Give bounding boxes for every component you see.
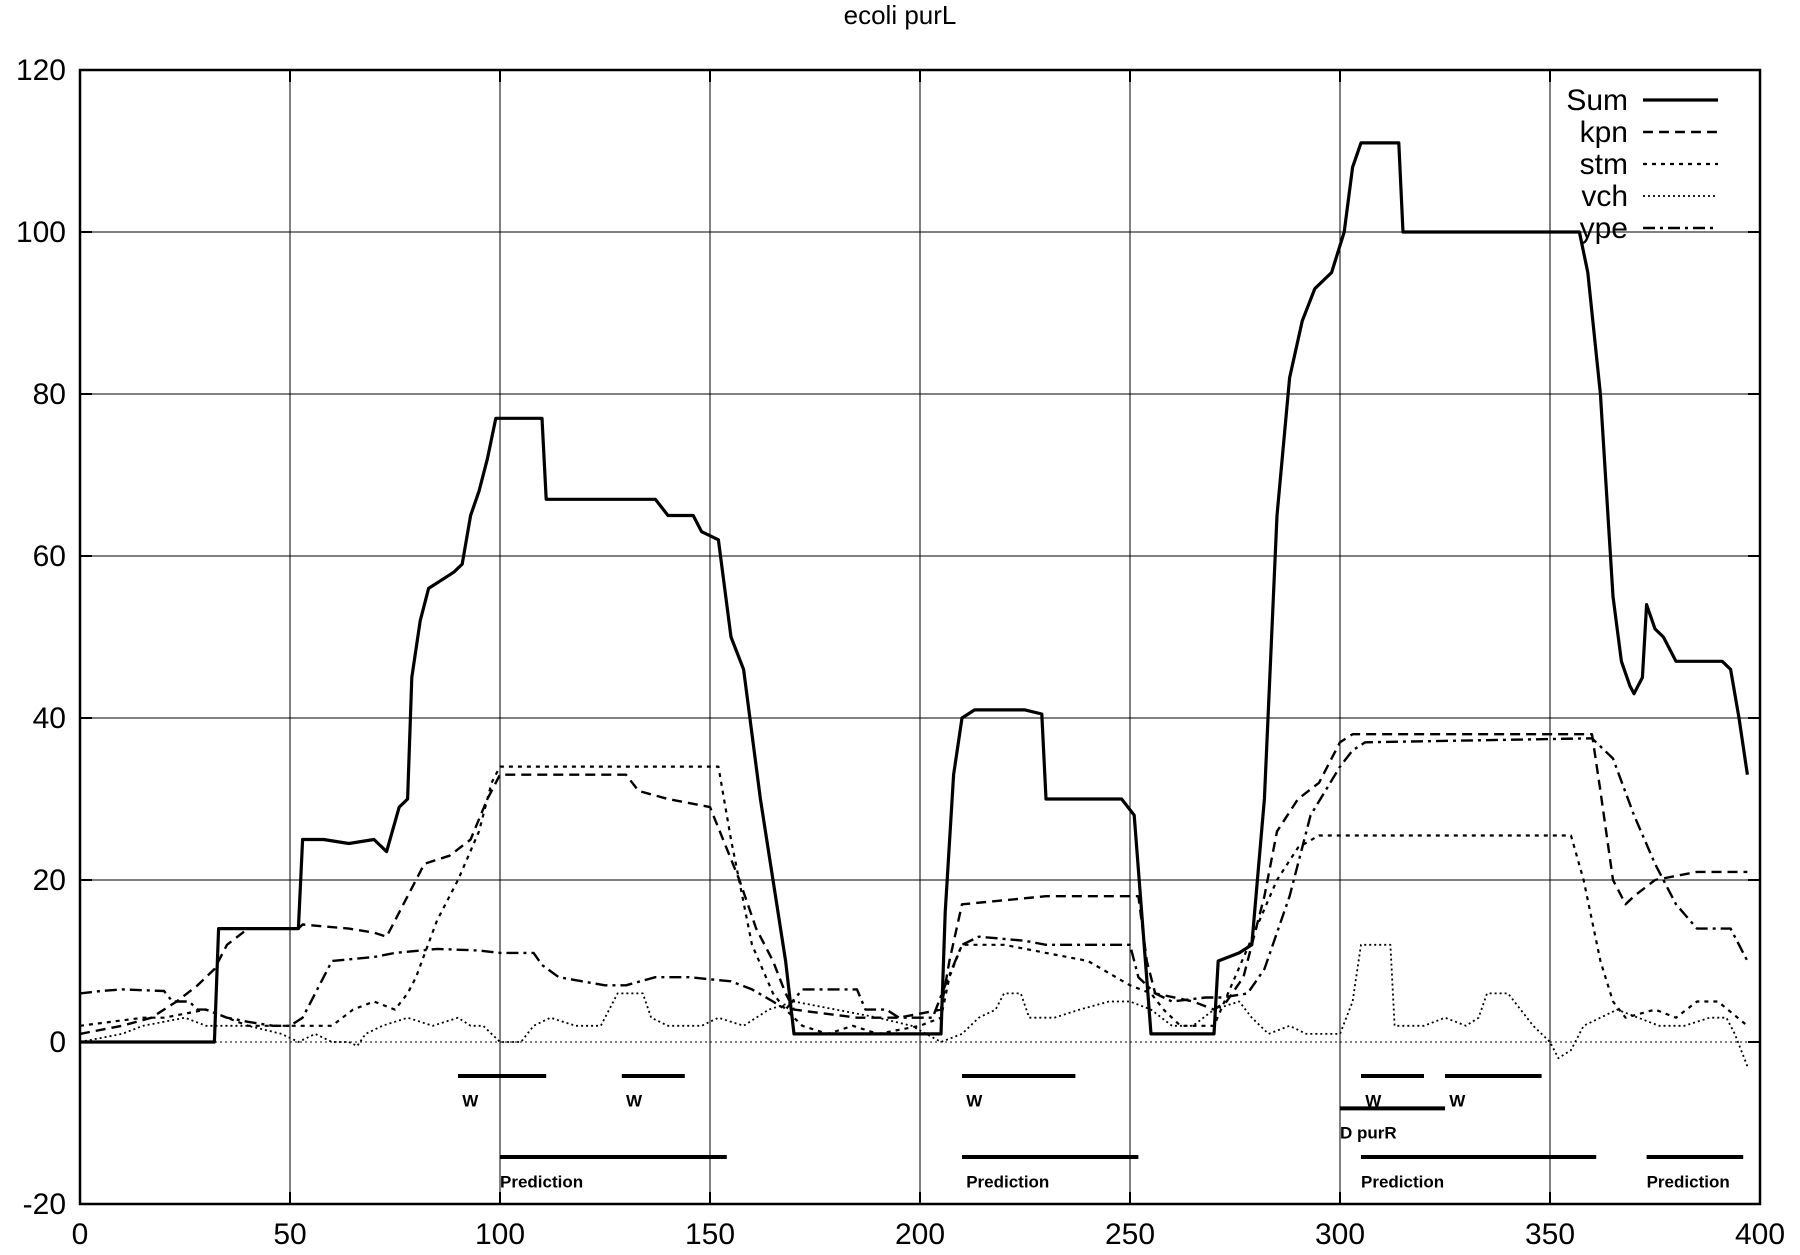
annotation-label: D purR — [1340, 1124, 1397, 1143]
annotation-label: W — [1449, 1091, 1466, 1110]
annotations: W W W W W D purR Prediction Prediction Predictio… — [458, 1074, 1744, 1191]
x-tick-label: 0 — [72, 1218, 89, 1251]
series-lines — [79, 141, 1749, 1067]
series-line-ype — [79, 737, 1749, 1027]
y-tick-label: 80 — [33, 378, 66, 411]
annotation-label: Prediction — [500, 1172, 583, 1191]
y-tick-label: 120 — [16, 54, 66, 87]
legend-label: stm — [1580, 148, 1628, 181]
annotation-label: W — [966, 1091, 983, 1110]
grid — [79, 69, 1761, 1205]
legend-label: ype — [1580, 212, 1628, 245]
x-tick-label: 300 — [1315, 1218, 1365, 1251]
series-line-stm — [79, 765, 1749, 1035]
legend-label: vch — [1581, 180, 1628, 213]
series-line-kpn — [79, 733, 1748, 1036]
annotation-label: Prediction — [966, 1172, 1049, 1191]
tick-labels: 0 50 100 150 200 250 300 350 400-200204060801001… — [16, 54, 1785, 1251]
annotation-label: W — [626, 1091, 643, 1110]
y-tick-label: 20 — [33, 864, 66, 897]
legend-label: Sum — [1566, 84, 1628, 117]
y-tick-label: 100 — [16, 216, 66, 249]
annotation-label: Prediction — [1647, 1172, 1730, 1191]
y-tick-label: 40 — [33, 702, 66, 735]
chart-title: ecoli purL — [844, 0, 957, 30]
x-tick-label: 150 — [685, 1218, 735, 1251]
x-tick-label: 200 — [895, 1218, 945, 1251]
x-tick-label: 400 — [1735, 1218, 1785, 1251]
annotation-label: Prediction — [1361, 1172, 1444, 1191]
series-line-Sum — [80, 141, 1749, 1044]
y-tick-label: 0 — [49, 1026, 66, 1059]
x-tick-label: 100 — [475, 1218, 525, 1251]
annotation-label: W — [1365, 1091, 1382, 1110]
plot-frame — [78, 68, 1762, 1206]
y-tick-label: -20 — [23, 1188, 66, 1221]
series-line-vch — [79, 943, 1749, 1067]
x-tick-label: 50 — [273, 1218, 306, 1251]
x-tick-label: 250 — [1105, 1218, 1155, 1251]
x-tick-label: 350 — [1525, 1218, 1575, 1251]
legend-label: kpn — [1580, 116, 1628, 149]
y-tick-label: 60 — [33, 540, 66, 573]
annotation-label: W — [462, 1091, 479, 1110]
